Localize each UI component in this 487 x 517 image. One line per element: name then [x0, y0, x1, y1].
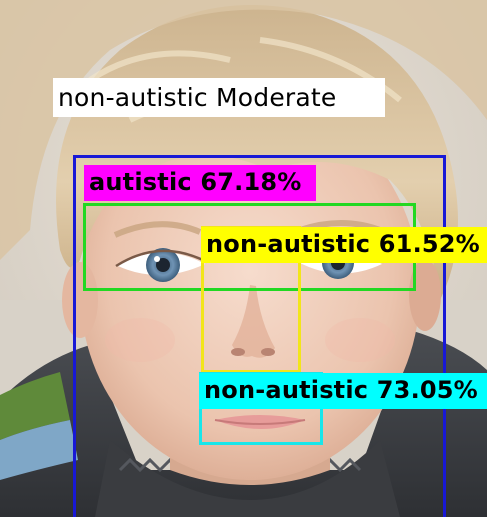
summary-label: non-autistic Moderate	[53, 78, 385, 117]
mouth-detection-label: non-autistic 73.05%	[199, 373, 487, 409]
nose-detection-label: non-autistic 61.52%	[201, 227, 487, 263]
eyes-detection-label: autistic 67.18%	[84, 165, 316, 201]
face-bounding-box	[73, 155, 446, 517]
